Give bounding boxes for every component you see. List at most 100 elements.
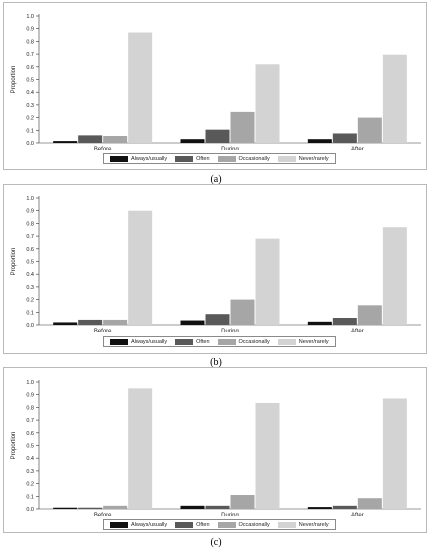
bar-during-always-usually — [180, 139, 205, 143]
x-category-label: After — [351, 329, 364, 332]
bar-before-occasionally — [103, 319, 128, 325]
bar-before-never-rarely — [128, 32, 153, 144]
y-tick-label: 0.6 — [26, 247, 34, 253]
legend-item-often: Often — [175, 521, 210, 528]
legend-item-never-rarely: Never/rarely — [277, 521, 329, 528]
bar-before-often — [78, 319, 103, 325]
x-category-label: Before — [94, 147, 112, 150]
y-tick-label: 0.3 — [26, 469, 34, 475]
legend-label: Always/usually — [131, 338, 168, 345]
bar-before-never-rarely — [128, 388, 153, 509]
legend-swatch-occasionally — [217, 155, 236, 162]
legend-swatch-never-rarely — [277, 338, 296, 345]
bar-during-often — [205, 505, 230, 509]
bar-after-never-rarely — [382, 227, 407, 325]
bar-before-always-usually — [53, 507, 78, 509]
bar-after-always-usually — [307, 507, 332, 509]
legend-swatch-occasionally — [217, 338, 236, 345]
y-tick-label: 0.7 — [26, 234, 34, 240]
legend-label: Often — [196, 521, 210, 528]
y-tick-label: 0.4 — [26, 456, 34, 462]
caption-b: (b) — [210, 357, 222, 368]
legend-label: Always/usually — [131, 155, 168, 162]
legend-item-occasionally: Occasionally — [217, 338, 270, 345]
bar-during-often — [205, 314, 230, 325]
y-tick-label: 0.1 — [26, 128, 34, 134]
y-tick-label: 0.9 — [26, 393, 34, 399]
legend-label: Never/rarely — [298, 521, 329, 528]
x-category-label: After — [351, 513, 364, 516]
y-tick-label: 0.0 — [26, 507, 34, 513]
legend-item-often: Often — [175, 155, 210, 162]
bar-during-occasionally — [230, 111, 255, 143]
y-tick-label: 0.0 — [26, 323, 34, 329]
x-category-label: During — [221, 329, 239, 332]
y-tick-label: 0.5 — [26, 78, 34, 84]
y-axis-title: Proportion — [11, 248, 17, 276]
bar-before-always-usually — [53, 141, 78, 143]
legend-item-always-usually: Always/usually — [110, 521, 168, 528]
bar-during-occasionally — [230, 495, 255, 509]
y-tick-label: 0.6 — [26, 431, 34, 437]
bar-before-often — [78, 507, 103, 509]
y-tick-label: 0.1 — [26, 310, 34, 316]
legend-label: Always/usually — [131, 521, 168, 528]
legend-swatch-often — [175, 338, 194, 345]
bar-before-occasionally — [103, 505, 128, 509]
chart-panel-a: Proportion 0.0 0.1 0.2 0.3 0.4 0.5 0.6 0.7 0.8 0.9… — [0, 0, 432, 190]
legend-label: Occasionally — [238, 521, 270, 528]
bar-during-never-rarely — [255, 402, 280, 509]
y-tick-label: 0.8 — [26, 221, 34, 227]
y-tick-label: 0.0 — [26, 141, 34, 147]
y-tick-label: 0.6 — [26, 65, 34, 71]
y-tick-label: 0.3 — [26, 285, 34, 291]
bar-during-often — [205, 129, 230, 143]
legend-label: Often — [196, 338, 210, 345]
y-tick-label: 0.9 — [26, 27, 34, 33]
y-tick-label: 1.0 — [26, 14, 34, 20]
legend-label: Never/rarely — [298, 155, 329, 162]
bar-during-never-rarely — [255, 64, 280, 143]
y-tick-label: 0.1 — [26, 494, 34, 500]
chart-frame-c — [3, 367, 427, 533]
legend-item-always-usually: Always/usually — [110, 338, 168, 345]
chart-frame-b — [3, 184, 427, 354]
legend-label: Occasionally — [238, 155, 270, 162]
legend-label: Never/rarely — [298, 338, 329, 345]
y-tick-label: 0.4 — [26, 90, 34, 96]
bar-during-never-rarely — [255, 238, 280, 325]
y-tick-label: 1.0 — [26, 380, 34, 386]
legend-item-always-usually: Always/usually — [110, 155, 168, 162]
legend-a: Always/usually Often Occasionally Never/… — [103, 153, 336, 164]
legend-item-never-rarely: Never/rarely — [277, 338, 329, 345]
bar-after-always-usually — [307, 139, 332, 143]
bar-before-never-rarely — [128, 210, 153, 325]
y-tick-label: 1.0 — [26, 196, 34, 202]
legend-b: Always/usually Often Occasionally Never/… — [103, 336, 336, 347]
y-tick-label: 0.9 — [26, 209, 34, 215]
y-tick-label: 0.7 — [26, 52, 34, 58]
y-tick-label: 0.8 — [26, 39, 34, 45]
y-tick-label: 0.5 — [26, 444, 34, 450]
legend-label: Often — [196, 155, 210, 162]
legend-swatch-always-usually — [110, 521, 128, 528]
legend-swatch-often — [175, 521, 194, 528]
bar-chart-c: Proportion 0.0 0.1 0.2 0.3 0.4 0.5 0.6 0.7 0.8 0.9… — [11, 380, 421, 516]
legend-item-occasionally: Occasionally — [217, 155, 270, 162]
bar-after-occasionally — [357, 498, 382, 509]
x-category-label: Before — [94, 329, 112, 332]
bar-before-often — [78, 135, 103, 143]
legend-item-never-rarely: Never/rarely — [277, 155, 329, 162]
bar-after-occasionally — [357, 117, 382, 143]
bar-during-occasionally — [230, 299, 255, 325]
y-tick-label: 0.2 — [26, 298, 34, 304]
bar-after-occasionally — [357, 305, 382, 325]
legend-item-often: Often — [175, 338, 210, 345]
legend-swatch-always-usually — [110, 155, 128, 162]
legend-swatch-never-rarely — [277, 521, 296, 528]
bar-after-never-rarely — [382, 398, 407, 509]
bar-after-always-usually — [307, 321, 332, 325]
legend-item-occasionally: Occasionally — [217, 521, 270, 528]
legend-swatch-often — [175, 155, 194, 162]
chart-panel-b: Proportion 0.0 0.1 0.2 0.3 0.4 0.5 0.6 0.7 0.8 0.9… — [0, 182, 432, 372]
